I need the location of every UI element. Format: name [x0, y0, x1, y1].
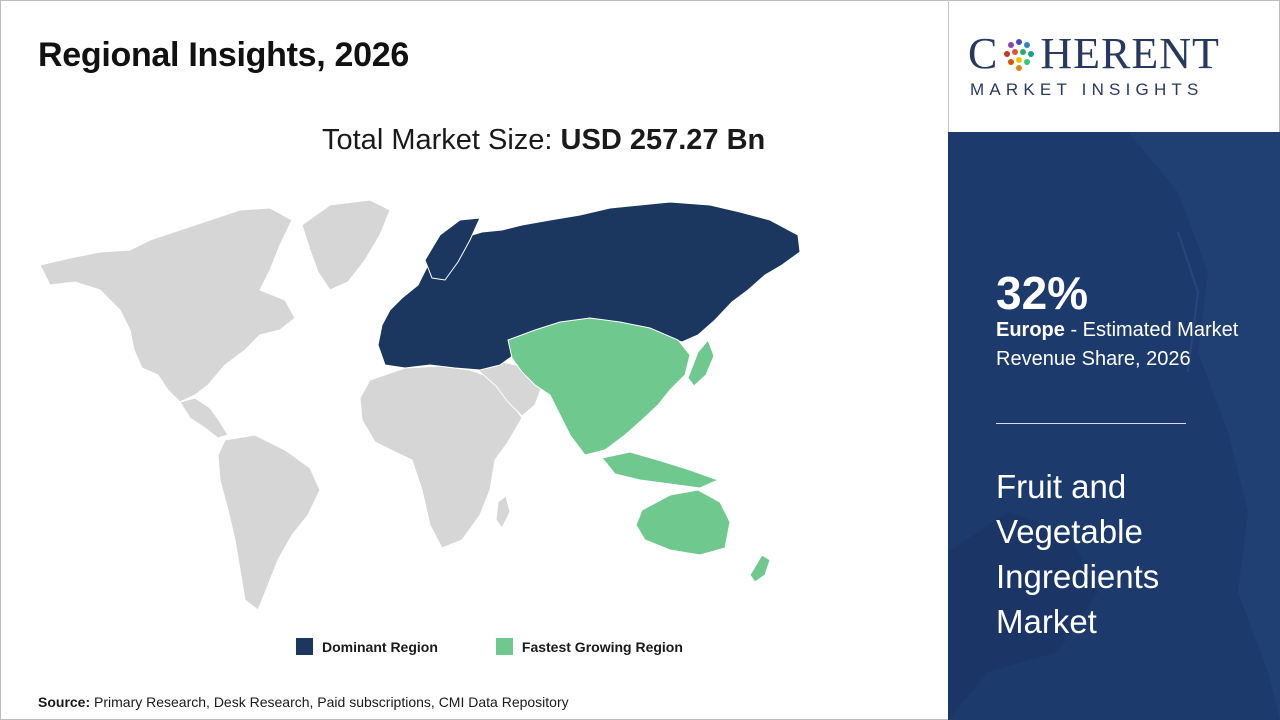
region-asia-pacific [507, 317, 691, 456]
region-new-zealand [749, 554, 771, 583]
region-japan [687, 339, 715, 387]
region-africa [359, 365, 523, 549]
company-logo: C HERENT MARKET INSIGHTS [968, 32, 1268, 102]
region-central-america [179, 397, 229, 439]
market-size-label: Total Market Size: [322, 124, 553, 156]
region-scandinavia [424, 217, 481, 281]
region-south-america [217, 434, 321, 611]
region-southeast-asia [601, 451, 720, 489]
panel-map-texture [948, 132, 1280, 720]
logo-globe-icon [1004, 39, 1035, 71]
region-greenland [301, 199, 391, 291]
world-map [39, 199, 801, 611]
legend-label-fastest: Fastest Growing Region [521, 638, 683, 655]
page-title: Regional Insights, 2026 [38, 36, 409, 74]
legend-item-fastest: Fastest Growing Region [495, 638, 683, 655]
stat-percentage: 32% [996, 267, 1089, 319]
region-madagascar [495, 495, 511, 529]
stat-description: Europe - Estimated Market Revenue Share,… [996, 316, 1276, 374]
map-legend: Dominant Region Fastest Growing Region [296, 638, 741, 655]
logo-tagline: MARKET INSIGHTS [970, 80, 1204, 99]
source-text: Primary Research, Desk Research, Paid su… [94, 694, 569, 710]
legend-label-dominant: Dominant Region [322, 638, 438, 655]
stat-text: - Estimated Market Revenue Share, 2026 [996, 319, 1239, 370]
info-panel: 32% Europe - Estimated Market Revenue Sh… [948, 132, 1280, 720]
logo-wordmark: C HERENT [968, 32, 1268, 76]
legend-swatch-dominant [296, 638, 313, 655]
logo-letters: HERENT [1040, 29, 1220, 78]
legend-swatch-fastest [495, 638, 513, 655]
report-title: Fruit and Vegetable Ingredients Market [996, 468, 1160, 640]
region-north-america [39, 207, 296, 403]
header-divider [948, 0, 949, 132]
legend-item-dominant: Dominant Region [296, 638, 438, 655]
region-australia [635, 489, 731, 556]
stat-region: Europe [996, 319, 1065, 341]
source-label: Source: [38, 694, 91, 710]
total-market-size: Total Market Size: USD 257.27 Bn [322, 124, 765, 157]
logo-letter-c: C [968, 29, 999, 78]
market-size-value: USD 257.27 Bn [560, 124, 766, 156]
panel-divider [996, 423, 1186, 424]
source-note: Source: Primary Research, Desk Research,… [38, 694, 569, 710]
